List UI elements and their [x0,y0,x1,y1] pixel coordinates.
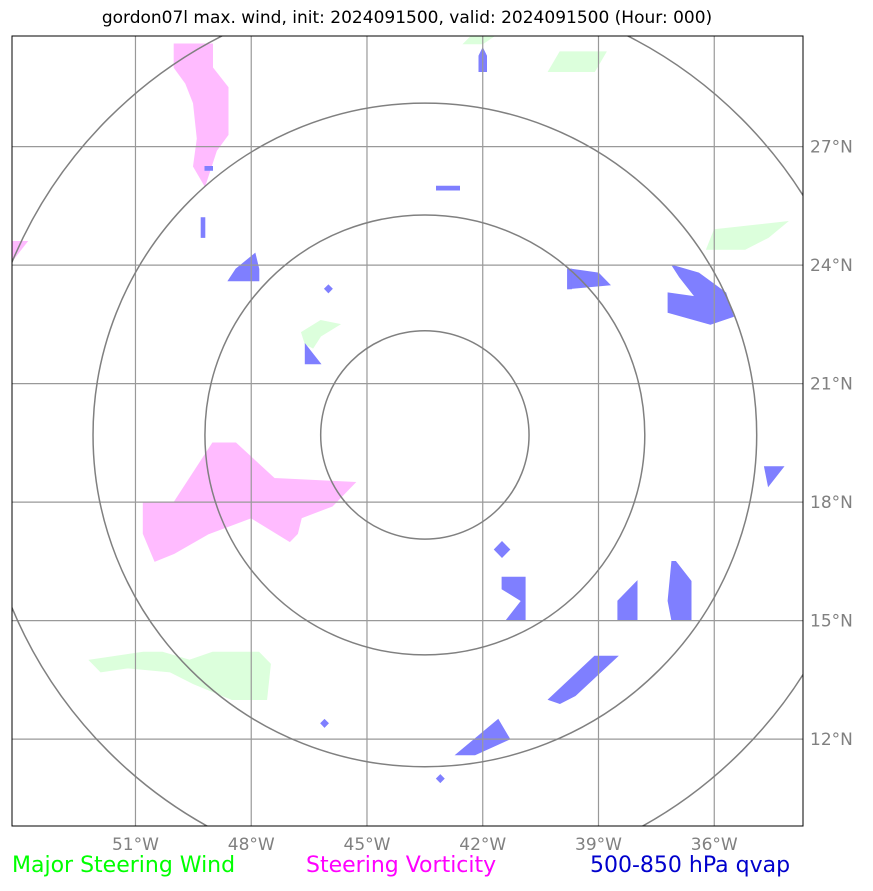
lon-tick-label: 48°W [228,835,275,855]
lon-tick-label: 45°W [344,835,391,855]
graticule [12,36,803,826]
lat-tick-label: 24°N [810,256,853,276]
steering-wind-area [88,651,271,700]
lon-tick-label: 42°W [459,835,506,855]
qvap-area [435,774,445,784]
map-frame [11,35,804,827]
qvap-area [323,284,333,294]
lat-tick-label: 12°N [810,730,853,750]
range-ring [92,102,758,768]
steering-wind-area [547,51,607,72]
qvap-area [493,541,511,558]
qvap-area [763,466,785,488]
legend-qvap: 500-850 hPa qvap [590,853,791,878]
steering-wind-layer [88,36,789,700]
qvap-area [304,342,322,365]
lon-tick-label: 39°W [575,835,622,855]
lat-tick-label: 27°N [810,138,853,158]
steering-wind-area [462,36,496,45]
lat-tick-label: 21°N [810,375,853,395]
map-title: gordon07l max. wind, init: 2024091500, v… [101,8,713,28]
legend-steering-vorticity: Steering Vorticity [306,853,497,878]
vorticity-area [12,240,29,262]
map-plot-background [12,36,803,826]
qvap-area [567,268,572,290]
longitude-tick-labels: 51°W 48°W 45°W 42°W 39°W 36°W [112,835,738,855]
qvap-area [204,165,214,171]
lat-tick-label: 18°N [810,493,853,513]
latitude-tick-labels: 12°N 15°N 18°N 21°N 24°N 27°N [810,138,853,750]
range-ring [204,214,646,656]
steering-wind-area [705,221,789,250]
qvap-area [200,217,206,238]
qvap-area [547,655,619,705]
qvap-area [320,718,329,728]
qvap-area [435,185,461,191]
legend-steering-wind: Major Steering Wind [12,853,236,878]
range-ring [319,330,530,540]
lat-tick-label: 15°N [810,612,853,632]
qvap-area [667,264,735,325]
lon-tick-label: 36°W [691,835,738,855]
lon-tick-label: 51°W [112,835,159,855]
